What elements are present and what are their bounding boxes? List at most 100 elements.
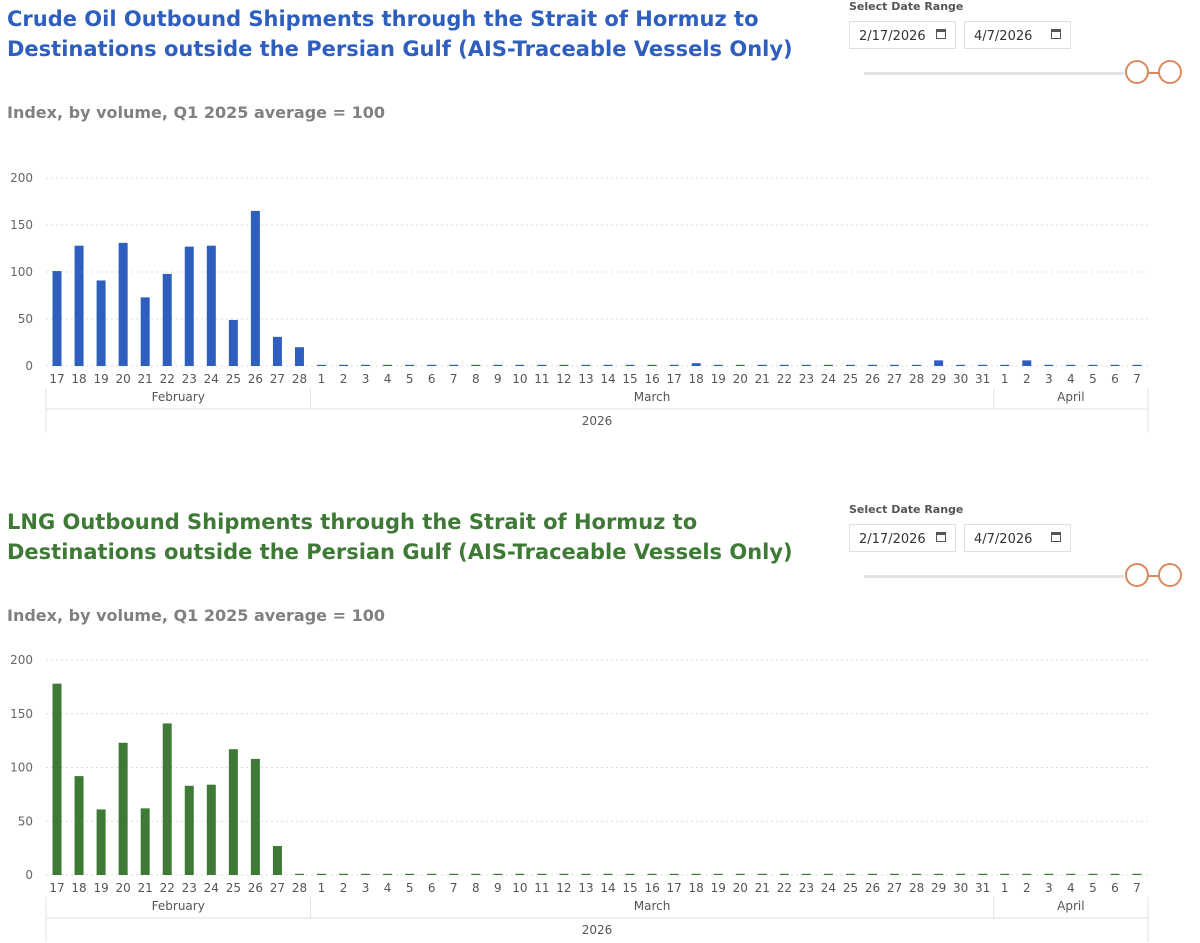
x-tick-label: 25 <box>843 372 858 386</box>
y-tick-label: 200 <box>10 171 33 185</box>
calendar-icon[interactable] <box>936 532 946 542</box>
end-date-value: 4/7/2026 <box>974 532 1033 547</box>
bar <box>559 873 569 875</box>
x-tick-label: 11 <box>534 372 549 386</box>
bar <box>669 873 679 875</box>
bar <box>890 364 900 366</box>
x-tick-label: 20 <box>733 881 748 895</box>
end-date-input[interactable]: 4/7/2026 <box>964 524 1071 552</box>
bar <box>868 364 877 366</box>
x-tick-label: 2 <box>340 881 348 895</box>
slider-track[interactable] <box>864 575 1124 578</box>
bar <box>912 873 922 875</box>
bar <box>405 364 415 366</box>
bar <box>537 873 547 875</box>
bar <box>890 873 900 875</box>
bar <box>206 784 216 875</box>
end-date-input[interactable]: 4/7/2026 <box>964 21 1071 49</box>
x-tick-label: 4 <box>384 372 392 386</box>
bar <box>691 873 701 875</box>
bar <box>757 364 767 366</box>
bar <box>845 364 855 366</box>
x-tick-label: 20 <box>115 881 130 895</box>
x-tick-label: 1 <box>1001 881 1009 895</box>
x-tick-label: 27 <box>270 881 285 895</box>
bar <box>228 749 238 875</box>
bar <box>1066 364 1076 366</box>
x-tick-label: 2 <box>1023 881 1031 895</box>
x-tick-label: 19 <box>711 372 726 386</box>
x-tick-label: 1 <box>318 881 326 895</box>
bar <box>515 873 525 875</box>
y-tick-label: 0 <box>25 359 33 373</box>
bar <box>934 873 944 875</box>
x-tick-label: 19 <box>93 881 108 895</box>
x-tick-label: 5 <box>1089 372 1097 386</box>
bar <box>735 364 745 366</box>
x-tick-label: 24 <box>821 372 836 386</box>
bar <box>361 873 371 875</box>
x-tick-label: 27 <box>887 881 902 895</box>
x-tick-label: 28 <box>909 881 924 895</box>
x-tick-label: 24 <box>204 881 219 895</box>
slider-start-handle[interactable] <box>1125 563 1149 587</box>
x-tick-label: 3 <box>362 881 370 895</box>
calendar-icon[interactable] <box>1051 532 1061 542</box>
x-tick-label: 2 <box>340 372 348 386</box>
slider-end-handle[interactable] <box>1158 563 1182 587</box>
y-tick-label: 200 <box>10 653 33 667</box>
bar <box>779 873 789 875</box>
month-label: March <box>634 390 671 404</box>
x-tick-label: 3 <box>1045 881 1053 895</box>
bar <box>449 873 459 875</box>
bar <box>1000 873 1010 875</box>
bar <box>1088 364 1098 366</box>
bar <box>96 809 106 875</box>
bar <box>250 758 260 875</box>
x-tick-label: 21 <box>138 372 153 386</box>
bar <box>250 210 260 366</box>
bar <box>956 364 966 366</box>
x-tick-label: 29 <box>931 881 946 895</box>
start-date-input[interactable]: 2/17/2026 <box>849 524 956 552</box>
x-tick-label: 18 <box>71 372 86 386</box>
slider-start-handle[interactable] <box>1125 60 1149 84</box>
bar <box>669 364 679 366</box>
slider-end-handle[interactable] <box>1158 60 1182 84</box>
y-tick-label: 50 <box>18 312 33 326</box>
x-tick-label: 22 <box>160 372 175 386</box>
bar <box>1110 364 1120 366</box>
bar <box>801 364 811 366</box>
bar <box>96 280 106 366</box>
bar <box>868 873 877 875</box>
bar <box>427 873 437 875</box>
x-tick-label: 18 <box>689 372 704 386</box>
x-tick-label: 16 <box>644 372 659 386</box>
slider-range-fill <box>1147 575 1160 577</box>
x-tick-label: 3 <box>362 372 370 386</box>
start-date-input[interactable]: 2/17/2026 <box>849 21 956 49</box>
bar <box>978 873 988 875</box>
month-label: April <box>1057 390 1084 404</box>
month-label: February <box>152 899 205 913</box>
calendar-icon[interactable] <box>936 29 946 39</box>
x-tick-label: 5 <box>406 372 414 386</box>
slider-track[interactable] <box>864 72 1124 75</box>
x-tick-label: 9 <box>494 881 502 895</box>
x-tick-label: 19 <box>711 881 726 895</box>
x-tick-label: 22 <box>160 881 175 895</box>
bar <box>823 364 833 366</box>
x-tick-label: 31 <box>975 881 990 895</box>
lng-panel: LNG Outbound Shipments through the Strai… <box>0 503 1200 943</box>
x-tick-label: 26 <box>865 881 880 895</box>
bar <box>52 271 62 366</box>
bar <box>493 873 503 875</box>
bar <box>1044 364 1054 366</box>
bar <box>339 873 349 875</box>
calendar-icon[interactable] <box>1051 29 1061 39</box>
bar <box>647 873 657 875</box>
x-tick-label: 3 <box>1045 372 1053 386</box>
month-label: April <box>1057 899 1084 913</box>
bar <box>757 873 767 875</box>
bar <box>118 242 128 366</box>
